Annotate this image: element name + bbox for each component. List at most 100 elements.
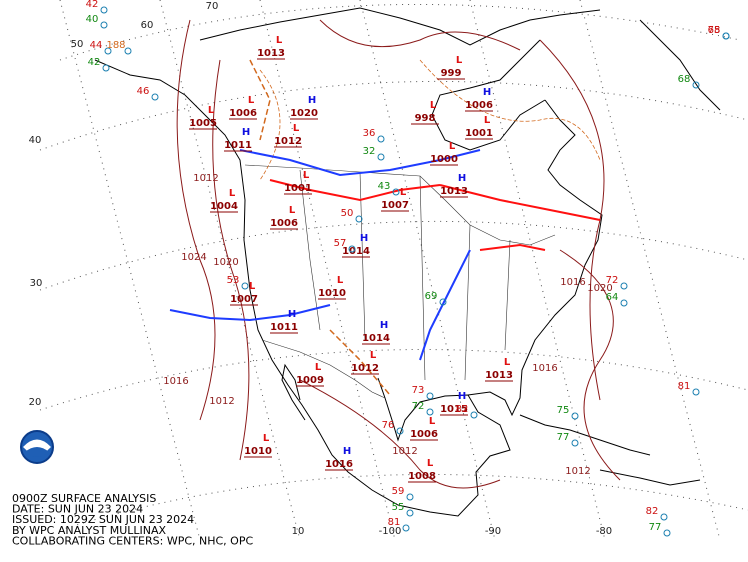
station-temperature: 75 <box>708 25 721 36</box>
low-center: L <box>315 362 322 373</box>
station-temperature: 76 <box>382 420 395 431</box>
high-center: H <box>288 309 296 320</box>
station-temperature: 42 <box>86 0 99 10</box>
station-circle <box>426 392 434 400</box>
high-center: H <box>483 87 491 98</box>
station-dewpoint: 69 <box>425 291 438 302</box>
station-temperature: 53 <box>227 275 240 286</box>
central-pressure: 1010 <box>318 288 346 299</box>
station-circle <box>663 529 671 537</box>
central-pressure: 1006 <box>465 100 493 111</box>
station-circle <box>348 245 356 253</box>
caption-line: 0900Z SURFACE ANALYSIS <box>12 492 156 505</box>
central-pressure: 1013 <box>485 370 513 381</box>
station-dewpoint: 68 <box>678 74 691 85</box>
station-temperature: 68 <box>708 25 721 36</box>
station-circle <box>406 509 414 517</box>
low-center: L <box>429 416 436 427</box>
central-pressure: 999 <box>441 68 462 79</box>
central-pressure: 1007 <box>230 294 258 305</box>
isobar-label: 1016 <box>163 376 188 387</box>
central-pressure: 1015 <box>440 404 468 415</box>
low-center: L <box>427 458 434 469</box>
low-center: L <box>229 188 236 199</box>
station-circle <box>100 6 108 14</box>
central-pressure: 1014 <box>362 333 390 344</box>
central-pressure: 1004 <box>210 201 238 212</box>
central-pressure: 1016 <box>325 459 353 470</box>
station-circle <box>241 282 249 290</box>
high-center: H <box>242 127 250 138</box>
station-dewpoint: 77 <box>649 522 662 533</box>
caption-line: BY WPC ANALYST MULLINAX <box>12 524 167 537</box>
central-pressure: 1007 <box>381 200 409 211</box>
caption-line: COLLABORATING CENTERS: WPC, NHC, OPC <box>12 534 253 547</box>
station-circle <box>692 81 700 89</box>
central-pressure: 1006 <box>229 108 257 119</box>
station-circle <box>377 135 385 143</box>
station-circle <box>100 21 108 29</box>
central-pressure: 998 <box>415 113 436 124</box>
station-circle <box>396 427 404 435</box>
isobar-label: 1012 <box>565 466 590 477</box>
central-pressure: 1011 <box>224 140 252 151</box>
station-circle <box>377 153 385 161</box>
central-pressure: 1000 <box>430 154 458 165</box>
station-dewpoint: 77 <box>557 432 570 443</box>
station-temperature: 72 <box>606 275 619 286</box>
central-pressure: 1013 <box>440 186 468 197</box>
isobar-label: 1020 <box>587 283 612 294</box>
high-center: H <box>458 173 466 184</box>
station-dewpoint: 55 <box>392 502 405 513</box>
station-circle <box>426 408 434 416</box>
station-circle <box>104 47 112 55</box>
station-temperature: 57 <box>334 238 347 249</box>
station-circle <box>406 493 414 501</box>
high-center: H <box>308 95 316 106</box>
longitude-label: 10 <box>292 526 305 537</box>
station-circle <box>620 282 628 290</box>
station-dewpoint: 64 <box>606 292 619 303</box>
station-circle <box>402 524 410 532</box>
coastlines <box>94 7 721 517</box>
longitude-label: -90 <box>485 526 501 537</box>
low-center: L <box>248 95 255 106</box>
central-pressure: 1012 <box>351 363 379 374</box>
low-center: L <box>449 141 456 152</box>
isobar-label: 1024 <box>181 252 206 263</box>
isobar-label: 1012 <box>392 446 417 457</box>
station-dewpoint: 75 <box>557 405 570 416</box>
station-circle <box>692 388 700 396</box>
central-pressure: 1001 <box>284 183 312 194</box>
station-dewpoint: 72 <box>412 401 425 412</box>
central-pressure: 1001 <box>465 128 493 139</box>
high-center: H <box>360 233 368 244</box>
central-pressure: 1009 <box>296 375 324 386</box>
isobar-label: 1012 <box>209 396 234 407</box>
low-center: L <box>263 433 270 444</box>
central-pressure: 1010 <box>244 446 272 457</box>
station-temperature: 50 <box>341 208 354 219</box>
station-dewpoint: 32 <box>363 146 376 157</box>
station-temperature: 82 <box>646 506 659 517</box>
station-circle <box>620 299 628 307</box>
station-circle <box>355 215 363 223</box>
central-pressure: 1012 <box>274 136 302 147</box>
low-center: L <box>400 187 407 198</box>
low-center: L <box>370 350 377 361</box>
station-circle <box>660 513 668 521</box>
low-center: L <box>249 281 256 292</box>
isobar-label: 1016 <box>560 277 585 288</box>
station-circle <box>470 411 478 419</box>
central-pressure: 1006 <box>270 218 298 229</box>
isobar-label: 1012 <box>193 173 218 184</box>
central-pressure: 1020 <box>290 108 318 119</box>
latitude-label: 70 <box>206 1 219 12</box>
low-center: L <box>484 115 491 126</box>
central-pressure: 1013 <box>257 48 285 59</box>
station-circle <box>102 64 110 72</box>
low-center: L <box>430 100 437 111</box>
